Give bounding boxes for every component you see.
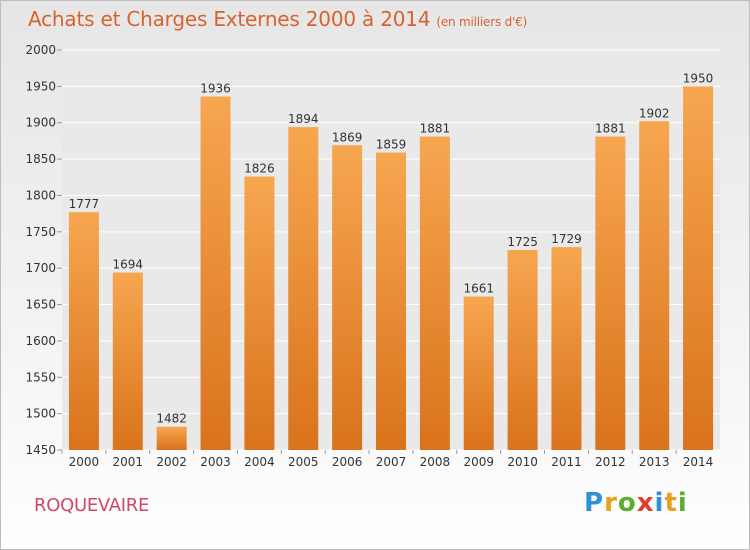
value-label-2013: 1902 — [639, 106, 670, 120]
y-tick-label: 1550 — [25, 370, 56, 384]
bar-2014 — [683, 86, 714, 450]
chart-title: Achats et Charges Externes 2000 à 2014 (e… — [28, 7, 527, 31]
x-tick-label: 2007 — [376, 455, 407, 469]
value-label-2012: 1881 — [595, 122, 626, 136]
x-tick-label: 2001 — [113, 455, 144, 469]
value-label-2007: 1859 — [376, 138, 407, 152]
data-labels: 1777 1694 1482 1936 1826 1894 1869 1859 1881 1661… — [69, 71, 714, 425]
x-tick-label: 2011 — [551, 455, 582, 469]
value-label-2014: 1950 — [683, 71, 714, 85]
y-tick-label: 1750 — [25, 225, 56, 239]
proxiti-logo: Proxiti — [584, 488, 688, 518]
bar-2009 — [463, 296, 494, 450]
x-tick-label: 2012 — [595, 455, 626, 469]
y-tick-label: 1700 — [25, 261, 56, 275]
y-tick-label: 2000 — [25, 43, 56, 57]
location-label: ROQUEVAIRE — [34, 495, 150, 516]
bar-2013 — [639, 121, 670, 450]
logo-letter: t — [664, 488, 678, 518]
y-axis-labels: 1450 1500 1550 1600 1650 1700 1750 1800 1850 1900… — [25, 43, 56, 457]
x-tick-label: 2006 — [332, 455, 363, 469]
value-label-2005: 1894 — [288, 112, 319, 126]
x-tick-label: 2004 — [244, 455, 275, 469]
x-tick-label: 2003 — [200, 455, 231, 469]
y-tick-label: 1650 — [25, 298, 56, 312]
x-tick-label: 2005 — [288, 455, 319, 469]
logo-letter: x — [636, 488, 655, 518]
value-label-2006: 1869 — [332, 130, 363, 144]
value-label-2004: 1826 — [244, 162, 275, 176]
bars-group — [68, 86, 714, 451]
value-label-2011: 1729 — [551, 232, 582, 246]
bar-2005 — [288, 127, 319, 450]
y-tick-label: 1950 — [25, 79, 56, 93]
value-label-2002: 1482 — [156, 412, 187, 426]
value-label-2008: 1881 — [420, 122, 451, 136]
value-label-2001: 1694 — [113, 258, 144, 272]
x-tick-label: 2002 — [156, 455, 187, 469]
value-label-2003: 1936 — [200, 82, 231, 96]
logo-letter: o — [617, 488, 637, 518]
logo-letter: r — [604, 488, 618, 518]
bar-2010 — [507, 250, 538, 450]
value-label-2010: 1725 — [507, 235, 538, 249]
logo-letter: i — [654, 488, 665, 518]
bar-2000 — [68, 212, 99, 450]
bar-2001 — [112, 272, 143, 450]
y-tick-label: 1450 — [25, 443, 56, 457]
y-tick-label: 1850 — [25, 152, 56, 166]
bar-2007 — [376, 152, 406, 450]
x-tick-label: 2008 — [420, 455, 451, 469]
bar-2008 — [419, 136, 450, 450]
x-tick-label: 2013 — [639, 455, 670, 469]
y-tick-label: 1800 — [25, 188, 56, 202]
x-tick-label: 2009 — [463, 455, 494, 469]
y-tick-label: 1900 — [25, 116, 56, 130]
chart-subtitle: (en milliers d'€) — [436, 15, 528, 29]
bar-2006 — [332, 145, 363, 451]
x-tick-label: 2010 — [507, 455, 538, 469]
chart-title-text: Achats et Charges Externes 2000 à 2014 — [28, 7, 431, 31]
y-tick-label: 1500 — [25, 407, 56, 421]
bar-2002 — [156, 426, 187, 450]
logo-letter: i — [677, 488, 688, 518]
x-tick-label: 2014 — [683, 455, 714, 469]
value-label-2000: 1777 — [69, 197, 100, 211]
bar-2003 — [200, 96, 231, 450]
bar-2011 — [551, 247, 582, 450]
y-tick-label: 1600 — [25, 334, 56, 348]
value-label-2009: 1661 — [463, 282, 494, 296]
bar-2004 — [244, 176, 275, 450]
x-axis-labels: 2000 2001 2002 2003 2004 2005 2006 2007 2008 2009… — [61, 450, 714, 469]
bar-2012 — [595, 136, 626, 450]
x-tick-label: 2000 — [69, 455, 100, 469]
logo-letter: P — [584, 488, 605, 518]
